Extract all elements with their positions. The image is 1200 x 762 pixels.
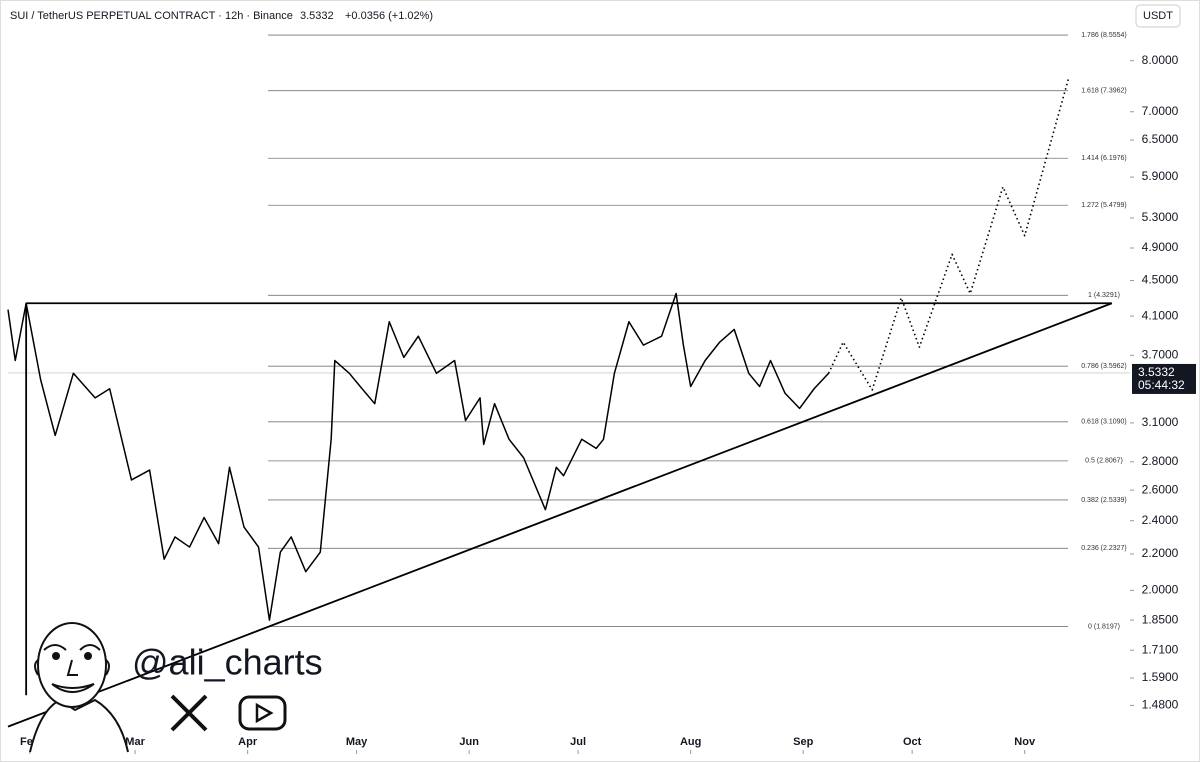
y-tick-label: 6.5000 <box>1142 132 1179 146</box>
x-tick-label: Jun <box>459 736 479 748</box>
fib-label: 0.786 (3.5962) <box>1081 363 1127 370</box>
fib-label: 1.618 (7.3962) <box>1081 88 1127 95</box>
x-tick-label: Jul <box>570 736 586 748</box>
fib-label: 0.5 (2.8067) <box>1085 458 1123 465</box>
fib-label: 0.618 (3.1090) <box>1081 419 1127 426</box>
y-tick-label: 3.1000 <box>1142 415 1179 429</box>
x-logo <box>170 694 208 732</box>
fib-label: 0 (1.8197) <box>1088 623 1120 630</box>
y-tick-label: 2.4000 <box>1142 513 1179 527</box>
y-tick-label: 2.0000 <box>1142 583 1179 597</box>
currency[interactable]: USDT <box>1143 10 1173 22</box>
avatar <box>29 622 129 753</box>
y-tick-label: 4.9000 <box>1142 240 1179 254</box>
y-tick-label: 2.8000 <box>1142 454 1179 468</box>
trend-line <box>7 302 1113 728</box>
y-tick-label: 1.4800 <box>1142 698 1179 712</box>
y-tick-label: 8.0000 <box>1142 53 1179 67</box>
y-tick-label: 7.0000 <box>1142 104 1179 118</box>
y-tick-label: 5.9000 <box>1142 169 1179 183</box>
fib-label: 1.786 (8.5554) <box>1081 32 1127 39</box>
fib-label: 1.414 (6.1976) <box>1081 155 1127 162</box>
y-tick-label: 1.5900 <box>1142 670 1179 684</box>
plot: 8.0000 7.0000 6.5000 5.9000 5.3000 4.9000 4.50… <box>7 32 1196 754</box>
header-price: 3.5332 <box>300 10 334 22</box>
x-tick-label: Oct <box>903 736 922 748</box>
last-price-label: 3.5332 <box>1138 365 1175 379</box>
countdown: 05:44:32 <box>1138 378 1185 392</box>
y-tick-label: 5.3000 <box>1142 210 1179 224</box>
last-price-box <box>1132 363 1196 394</box>
y-tick-label: 4.1000 <box>1142 308 1179 322</box>
price-line <box>7 292 830 621</box>
watermark-handle: @ali_charts <box>132 642 323 683</box>
y-tick-label: 2.2000 <box>1142 546 1179 560</box>
fib-label: 0.382 (2.5339) <box>1081 497 1127 504</box>
y-tick-label: 4.5000 <box>1142 273 1179 287</box>
projection-line <box>827 79 1070 391</box>
y-tick-label: 1.8500 <box>1142 612 1179 626</box>
x-tick-label: Aug <box>680 736 701 748</box>
x-tick-label: Apr <box>238 736 258 748</box>
y-tick-label: 3.7000 <box>1142 347 1179 361</box>
symbol-title: SUI / TetherUS PERPETUAL CONTRACT · 12h … <box>10 10 293 22</box>
fib-label: 0.236 (2.2327) <box>1081 545 1127 552</box>
x-tick-label: May <box>346 736 368 748</box>
y-tick-label: 2.6000 <box>1142 482 1179 496</box>
y-tick-label: 1.7100 <box>1142 642 1179 656</box>
header-change: +0.0356 (+1.02%) <box>345 10 433 22</box>
x-tick-label: Sep <box>793 736 813 748</box>
youtube-logo <box>238 695 287 731</box>
x-tick-label: Mar <box>125 736 145 748</box>
fib-label: 1.272 (5.4799) <box>1081 202 1127 209</box>
x-tick-label: Nov <box>1014 736 1036 748</box>
fib-label: 1 (4.3291) <box>1088 292 1120 299</box>
currency-box[interactable] <box>1135 4 1181 28</box>
